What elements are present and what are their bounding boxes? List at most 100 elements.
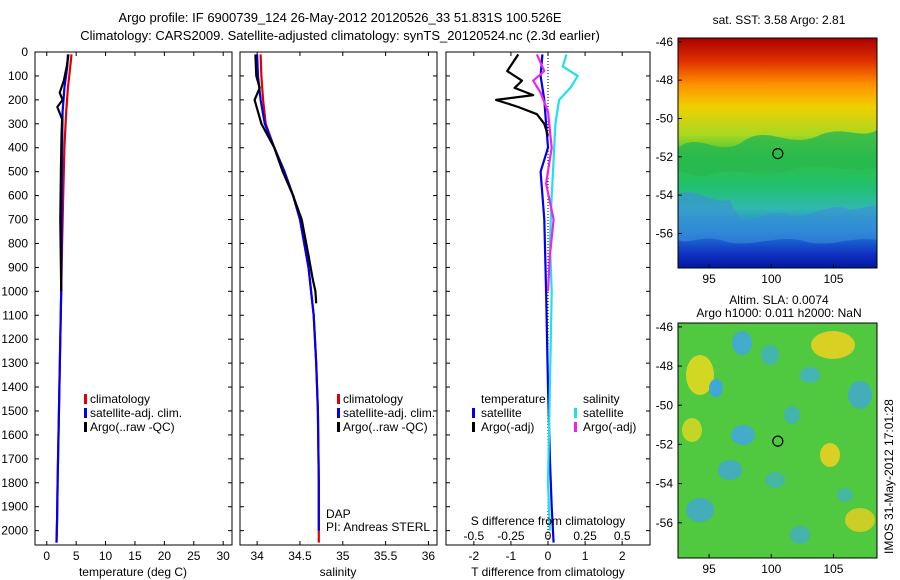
series-line-temperature-satellite — [539, 54, 555, 543]
x-tick-label: 5 — [73, 549, 80, 563]
x-tick-label: 25 — [187, 549, 201, 563]
salinity-axes-frame — [239, 51, 438, 546]
legend-label-argo: Argo(..raw -QC) — [343, 420, 428, 434]
depth-tick-label: 700 — [8, 213, 28, 227]
series-line-salinity-argo-adj — [532, 53, 555, 292]
lon-tick-label: 100 — [761, 272, 781, 286]
sla-map-title-2: Argo h1000: 0.011 h2000: NaN — [696, 306, 861, 320]
sla-map-field — [678, 323, 877, 558]
sst-map-cold-tongue — [678, 192, 877, 244]
legend-swatch-t-satellite — [472, 408, 475, 418]
lat-tick-label: -54 — [656, 477, 674, 491]
sst-map-front — [678, 130, 877, 177]
map-axes: 95 100 105 -46 -48 -50 -52 -54 -56 95 100 105 -46 -48… — [656, 35, 844, 576]
pi-label: PI: Andreas STERL — [326, 520, 430, 534]
difference-legend: temperature salinity satellite Argo(-adj… — [472, 392, 636, 434]
x-tick-label: 36 — [422, 549, 436, 563]
x-tick-label: 35.5 — [374, 549, 398, 563]
temperature-xlabel: temperature (deg C) — [79, 565, 187, 579]
series-line-argo-raw-qc — [56, 54, 70, 292]
sla-map — [677, 322, 878, 559]
salinity-panel: 34 34.5 35 35.5 36 — [239, 51, 438, 563]
depth-tick-label: 1500 — [1, 404, 28, 418]
temperature-legend: climatology satellite-adj. clim. Argo(..… — [84, 392, 182, 434]
legend-header-temperature: temperature — [481, 392, 546, 406]
legend-header-salinity: salinity — [583, 392, 620, 406]
depth-tick-label: 1900 — [1, 500, 28, 514]
legend-swatch-argo — [337, 422, 340, 432]
depth-tick-label: 1200 — [1, 332, 28, 346]
lon-tick-label: 95 — [702, 272, 716, 286]
depth-tick-label: 100 — [8, 69, 28, 83]
difference-xlabel: T difference from climatology — [471, 565, 625, 579]
lat-tick-label: -52 — [656, 150, 674, 164]
depth-tick-label: 2000 — [1, 524, 28, 538]
depth-tick-label: 900 — [8, 260, 28, 274]
sst-map-frame — [677, 37, 878, 269]
lat-tick-label: -50 — [656, 112, 674, 126]
x-tick-label: 2 — [619, 549, 626, 563]
lat-tick-label: -54 — [656, 188, 674, 202]
x-tick-label: 10 — [99, 549, 113, 563]
x-tick-label: 30 — [216, 549, 230, 563]
sla-map-argo-marker — [772, 435, 784, 447]
lat-tick-label: -56 — [656, 227, 674, 241]
s-tick-label: 0.5 — [614, 529, 631, 543]
depth-tick-label: 600 — [8, 189, 28, 203]
depth-tick-label: 1600 — [1, 428, 28, 442]
dap-label: DAP — [326, 507, 351, 521]
legend-label-climatology: climatology — [343, 392, 403, 406]
legend-label-t-satellite: satellite — [481, 406, 522, 420]
depth-tick-label: 400 — [8, 141, 28, 155]
sla-map-title-1: Altim. SLA: 0.0074 — [729, 293, 829, 307]
depth-axis: 0 100 200 300 400 500 600 700 800 900 1000 1100 1200… — [1, 45, 650, 538]
legend-label-s-argo: Argo(-adj) — [583, 420, 636, 434]
sst-map-argo-marker — [772, 147, 784, 160]
figure-title-line2: Climatology: CARS2009. Satellite-adjuste… — [80, 28, 600, 43]
lon-tick-label: 100 — [761, 562, 781, 576]
legend-swatch-climatology — [337, 394, 340, 404]
depth-tick-label: 1000 — [1, 284, 28, 298]
lon-tick-label: 105 — [823, 272, 843, 286]
figure-title-line1: Argo profile: IF 6900739_124 26-May-2012… — [118, 10, 562, 25]
depth-tick-label: 500 — [8, 165, 28, 179]
sla-map-anomalies — [682, 331, 875, 544]
legend-swatch-t-argo — [472, 422, 475, 432]
legend-swatch-s-satellite — [574, 408, 577, 418]
lon-tick-label: 105 — [823, 562, 843, 576]
depth-tick-label: 800 — [8, 236, 28, 250]
x-tick-label: 15 — [128, 549, 142, 563]
legend-label-t-argo: Argo(-adj) — [481, 420, 534, 434]
legend-label-s-satellite: satellite — [583, 406, 624, 420]
temperature-panel: 0 5 10 15 20 25 30 — [34, 51, 233, 563]
x-tick-label: 35 — [336, 549, 350, 563]
x-tick-label: 34.5 — [288, 549, 312, 563]
legend-swatch-s-argo — [574, 422, 577, 432]
legend-label-climatology: climatology — [90, 392, 150, 406]
x-tick-label: -2 — [468, 549, 479, 563]
series-line-temperature-argo-adj — [495, 53, 550, 137]
x-tick-label: -1 — [506, 549, 517, 563]
x-tick-label: 0 — [43, 549, 50, 563]
sla-map-frame — [677, 322, 878, 559]
depth-tick-label: 1300 — [1, 356, 28, 370]
lat-tick-label: -52 — [656, 437, 674, 451]
legend-label-satellite: satellite-adj. clim. — [343, 406, 435, 420]
salinity-legend: climatology satellite-adj. clim. Argo(..… — [337, 392, 435, 434]
depth-tick-label: 1700 — [1, 452, 28, 466]
x-tick-label: 0 — [545, 549, 552, 563]
lat-tick-label: -46 — [656, 35, 674, 49]
legend-label-argo: Argo(..raw -QC) — [90, 420, 175, 434]
imos-timestamp: IMOS 31-May-2012 17:01:28 — [882, 399, 896, 554]
lat-tick-label: -46 — [656, 320, 674, 334]
depth-tick-label: 1100 — [2, 308, 28, 322]
x-tick-label: 34 — [250, 549, 264, 563]
x-tick-label: 20 — [158, 549, 172, 563]
legend-label-satellite: satellite-adj. clim. — [90, 406, 182, 420]
sst-map — [677, 37, 878, 269]
depth-tick-label: 0 — [21, 45, 28, 59]
sst-map-title: sat. SST: 3.58 Argo: 2.81 — [713, 13, 846, 27]
lat-tick-label: -56 — [656, 516, 674, 530]
